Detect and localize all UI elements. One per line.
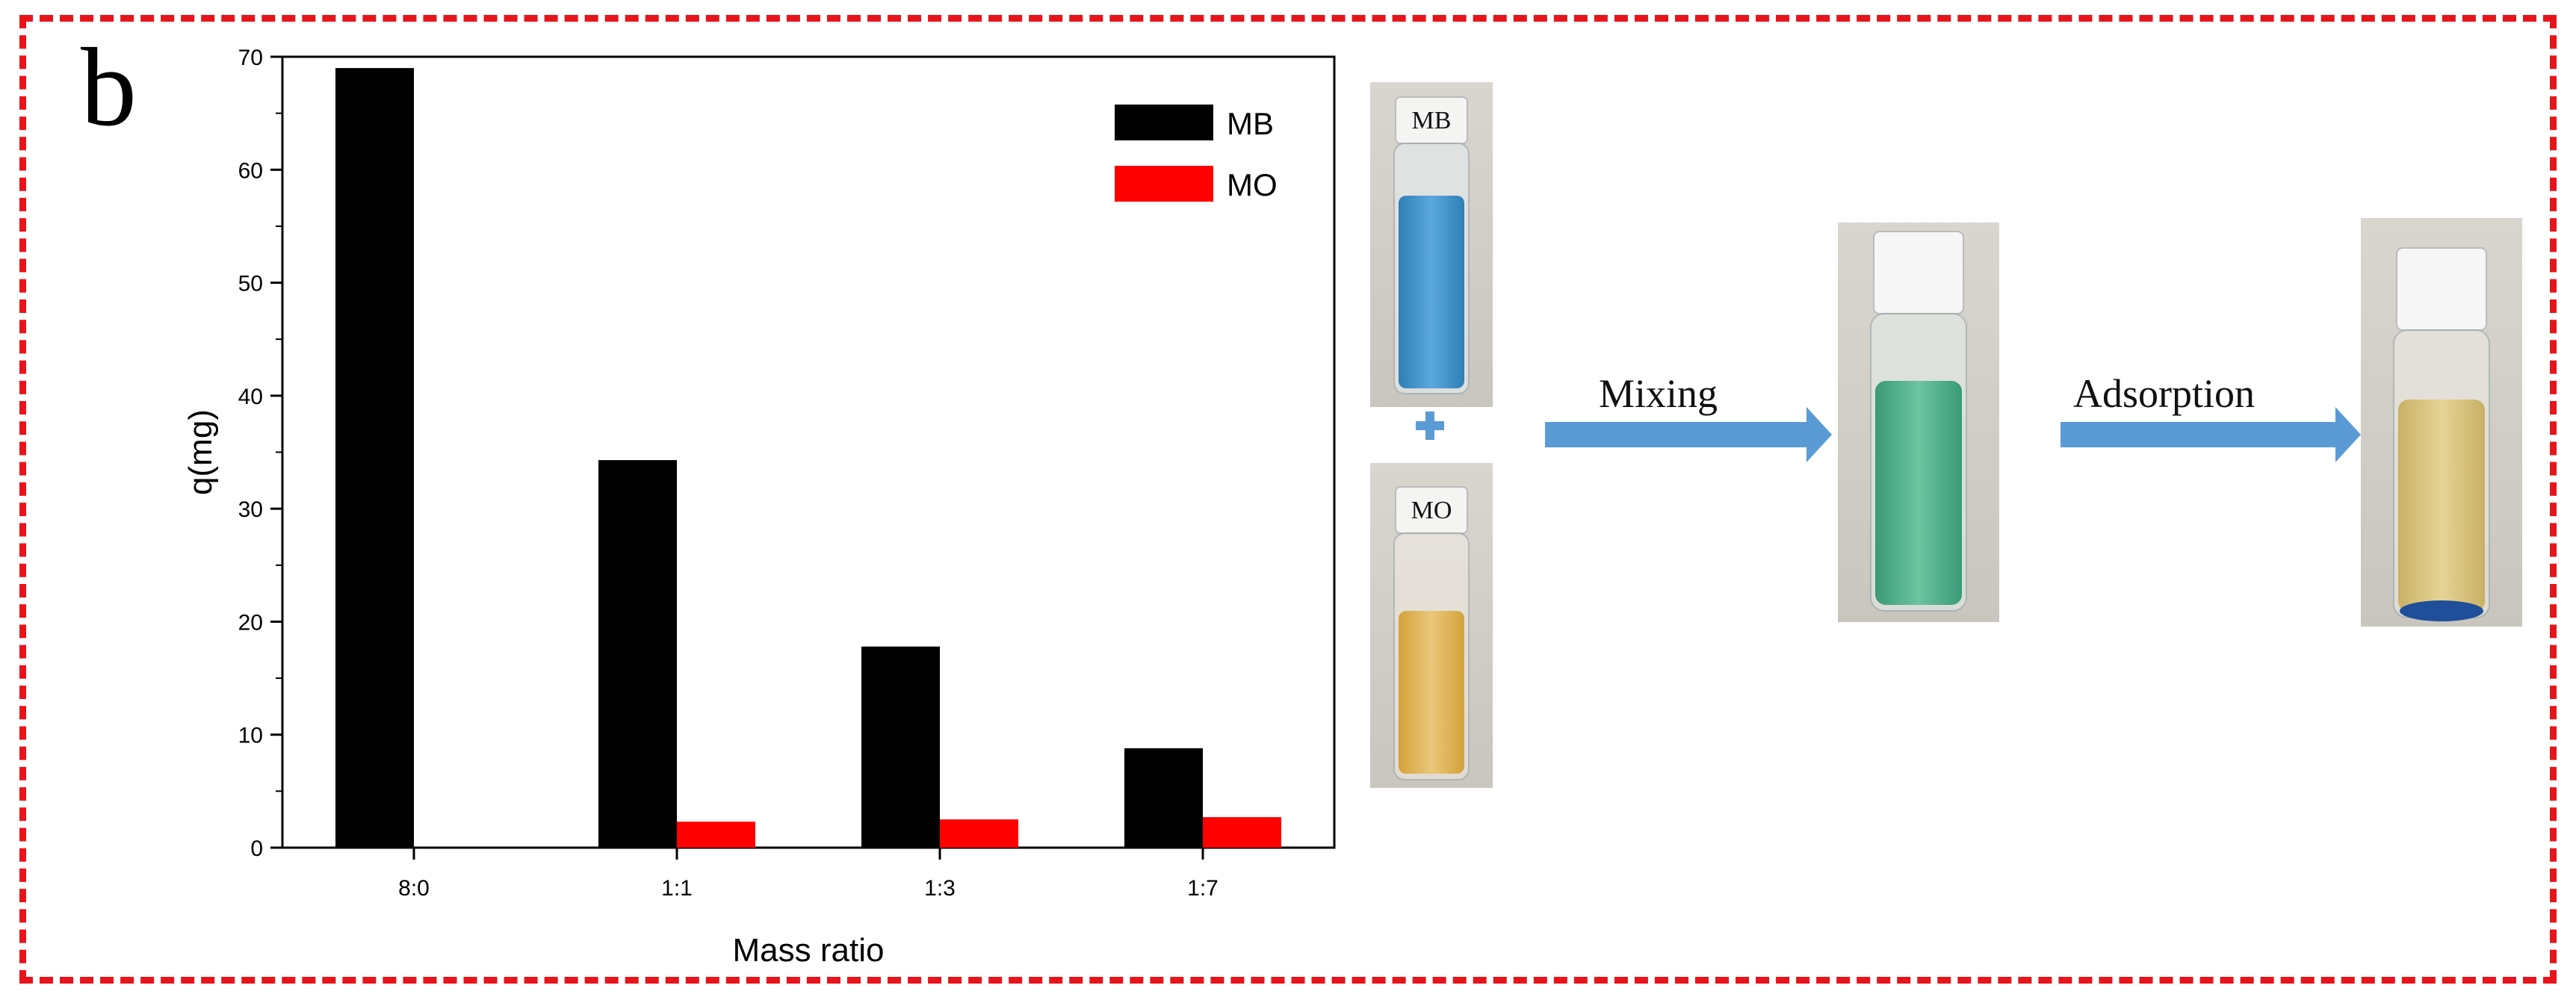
bar-mb-1-1 [598,460,677,848]
bar-mb-1-3 [861,646,940,848]
adsorption-arrow: Adsorption [2061,371,2361,462]
x-tick-label: 1:3 [924,876,956,901]
y-tick-label: 70 [238,46,263,70]
vial-mixed-photo [1838,223,1999,622]
adsorption-label: Adsorption [2073,371,2255,416]
y-tick-label: 40 [238,385,263,409]
bar-mo-1-3 [940,819,1018,848]
legend-label-mo: MO [1227,167,1278,202]
vial-adsorbed-photo [2361,218,2522,627]
x-axis-title: Mass ratio [733,932,885,969]
panel-label: b [81,25,137,149]
y-tick-label: 0 [250,836,263,861]
plus-icon [1416,412,1444,440]
x-tick-label: 8:0 [398,876,430,901]
bar-mb-1-7 [1124,748,1203,848]
vial-mo-label: MO [1411,497,1452,524]
y-axis-title: q(mg) [182,409,219,495]
bar-mb-8-0 [335,68,414,848]
vial-mo-photo: MO [1370,463,1493,788]
y-tick-label: 20 [238,610,263,635]
bar-mo-1-7 [1203,817,1281,848]
dashed-border [19,15,2557,984]
bar-mo-1-1 [677,822,755,848]
legend-label-mb: MB [1227,106,1274,141]
legend-swatch-mb [1115,105,1213,140]
y-tick-label: 60 [238,158,263,183]
y-tick-label: 10 [238,724,263,748]
legend-swatch-mo [1115,166,1213,202]
x-tick-label: 1:1 [661,876,693,901]
vial-mb-photo: MB [1370,82,1493,407]
mixing-label: Mixing [1599,371,1718,416]
mixing-arrow: Mixing [1545,371,1832,462]
y-tick-label: 30 [238,497,263,522]
vial-mb-label: MB [1412,107,1452,134]
y-tick-label: 50 [238,272,263,296]
x-tick-label: 1:7 [1187,876,1219,901]
